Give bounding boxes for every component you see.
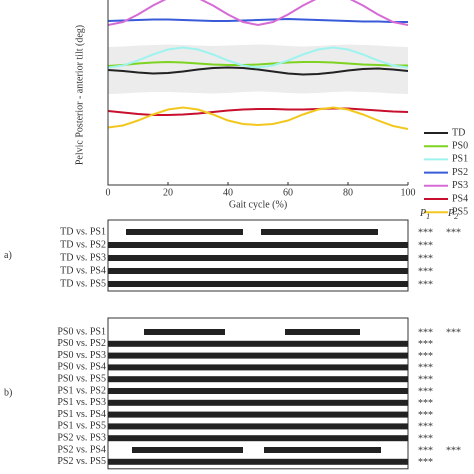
row-label: PS1 vs. PS5 xyxy=(57,421,106,432)
p-value: *** xyxy=(418,266,433,277)
p-value: *** xyxy=(418,327,433,338)
series-line xyxy=(108,107,408,116)
p-value: *** xyxy=(418,253,433,264)
series-line xyxy=(108,60,408,67)
row-label: PS2 vs. PS3 xyxy=(57,432,106,443)
row-label: TD vs. PS1 xyxy=(60,226,106,237)
significance-bar xyxy=(108,281,408,287)
significance-bar xyxy=(108,268,408,274)
significance-bar xyxy=(108,340,408,347)
p-value: *** xyxy=(418,227,433,238)
p-value: *** xyxy=(446,327,461,338)
significance-bar xyxy=(108,388,408,394)
series-line xyxy=(108,17,408,23)
legend-label: PS5 xyxy=(452,206,468,217)
significance-bar xyxy=(108,255,408,261)
significance-bar xyxy=(108,423,408,430)
row-label: PS0 vs. PS1 xyxy=(57,326,106,337)
significance-bar xyxy=(108,242,408,248)
p-value: *** xyxy=(418,457,433,468)
row-label: PS1 vs. PS4 xyxy=(57,409,106,420)
x-tick-label: 80 xyxy=(343,187,353,198)
row-label: PS2 vs. PS5 xyxy=(57,456,106,467)
axis xyxy=(107,0,408,186)
row-label: TD vs. PS3 xyxy=(60,252,106,263)
legend-label: TD xyxy=(452,127,465,138)
series-line xyxy=(108,106,408,130)
significance-bar xyxy=(126,229,243,235)
y-axis-label: Pelvic Posterior - anterior tilt (deg) xyxy=(74,25,85,165)
row-label: PS0 vs. PS2 xyxy=(57,338,106,349)
panel-label: b) xyxy=(4,388,12,399)
significance-bar xyxy=(108,435,408,442)
p-header: P1 xyxy=(419,208,430,221)
row-label: PS0 vs. PS5 xyxy=(57,373,106,384)
legend-label: PS2 xyxy=(452,167,468,178)
significance-bar xyxy=(108,458,408,465)
significance-bar xyxy=(285,329,360,335)
legend-label: PS4 xyxy=(452,193,468,204)
legend-label: PS0 xyxy=(452,140,468,151)
p-value: *** xyxy=(418,351,433,362)
row-label: TD vs. PS4 xyxy=(60,265,106,276)
p-value: *** xyxy=(446,445,461,456)
legend-label: PS1 xyxy=(452,154,468,165)
x-tick-label: 60 xyxy=(283,187,293,198)
significance-bar xyxy=(132,447,243,453)
significance-bar xyxy=(108,411,408,418)
series-line xyxy=(108,0,408,27)
row-label: PS1 vs. PS2 xyxy=(57,385,106,396)
p-subscript: 2 xyxy=(454,212,458,221)
row-label: PS2 vs. PS4 xyxy=(57,444,106,455)
significance-bar xyxy=(108,399,408,406)
row-label: PS0 vs. PS3 xyxy=(57,350,106,361)
significance-bar xyxy=(108,364,408,371)
row-label: TD vs. PS5 xyxy=(60,278,106,289)
significance-bar xyxy=(108,376,408,383)
p-value: *** xyxy=(446,227,461,238)
row-label: TD vs. PS2 xyxy=(60,239,106,250)
x-tick-label: 20 xyxy=(163,187,173,198)
series-line xyxy=(108,46,408,69)
significance-bar xyxy=(144,329,225,335)
legend-label: PS3 xyxy=(452,180,468,191)
x-tick-label: 100 xyxy=(401,187,416,198)
p-subscript: 1 xyxy=(426,212,430,221)
x-axis-label: Gait cycle (%) xyxy=(229,199,287,210)
series-line xyxy=(108,66,408,76)
significance-bar xyxy=(108,352,408,359)
p-value: *** xyxy=(418,422,433,433)
p-header: P2 xyxy=(447,208,458,221)
p-value: *** xyxy=(418,339,433,350)
x-tick-label: 0 xyxy=(106,187,111,198)
row-label: PS0 vs. PS4 xyxy=(57,362,106,373)
p-value: *** xyxy=(418,240,433,251)
p-value: *** xyxy=(418,410,433,421)
p-letter: P xyxy=(419,208,426,219)
p-value: *** xyxy=(418,279,433,290)
significance-bar xyxy=(264,447,381,453)
x-tick-label: 40 xyxy=(223,187,233,198)
significance-bar xyxy=(261,229,378,235)
row-label: PS1 vs. PS3 xyxy=(57,397,106,408)
p-value: *** xyxy=(418,398,433,409)
panel-label: a) xyxy=(4,250,12,261)
p-letter: P xyxy=(447,208,454,219)
p-value: *** xyxy=(418,433,433,444)
p-value: *** xyxy=(418,386,433,397)
p-value: *** xyxy=(418,445,433,456)
p-value: *** xyxy=(418,363,433,374)
plot-area xyxy=(108,0,408,130)
p-value: *** xyxy=(418,374,433,385)
